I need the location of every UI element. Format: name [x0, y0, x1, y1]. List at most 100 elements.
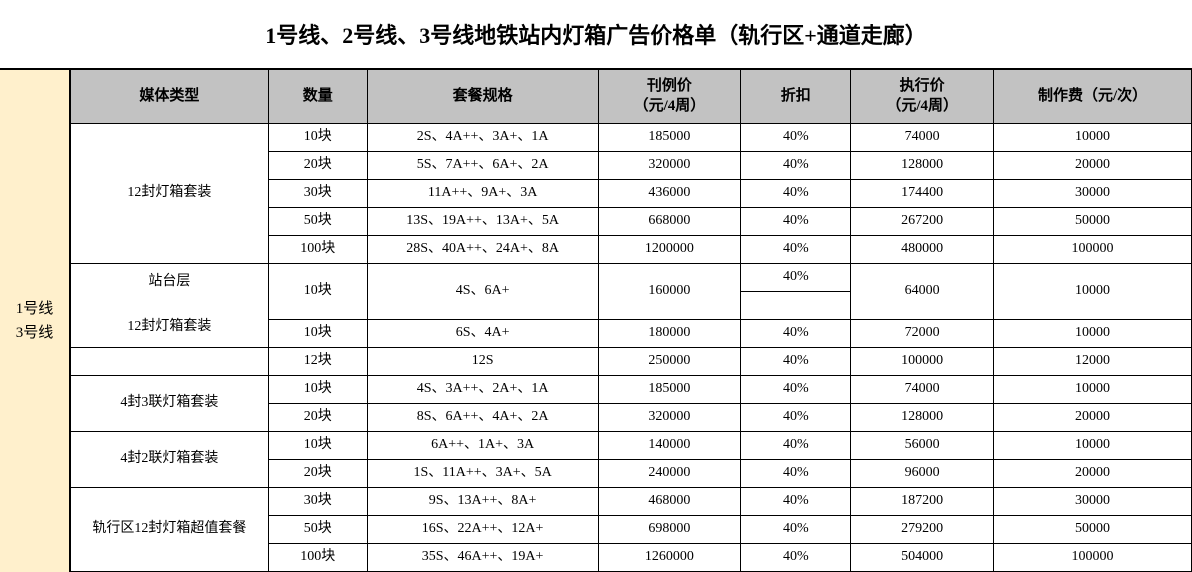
cell-exec: 279200 [851, 515, 994, 543]
cell-qty: 30块 [268, 487, 367, 515]
table-row: 站台层12封灯箱套装10块4S、6A+16000040%6400010000 [71, 263, 1192, 291]
cell-exec: 74000 [851, 375, 994, 403]
cell-exec: 480000 [851, 235, 994, 263]
cell-spec: 6A++、1A+、3A [367, 431, 598, 459]
cell-list: 140000 [598, 431, 741, 459]
cell-disc: 40% [741, 515, 851, 543]
cell-qty: 100块 [268, 543, 367, 571]
th-qty: 数量 [268, 70, 367, 123]
cell-disc: 40% [741, 207, 851, 235]
cell-spec: 12S [367, 347, 598, 375]
cell-qty: 30块 [268, 179, 367, 207]
page-title: 1号线、2号线、3号线地铁站内灯箱广告价格单（轨行区+通道走廊） [0, 0, 1192, 68]
table-row: 12块12S25000040%10000012000 [71, 347, 1192, 375]
cell-fee: 10000 [994, 319, 1192, 347]
cell-exec: 128000 [851, 403, 994, 431]
cell-spec: 2S、4A++、3A+、1A [367, 123, 598, 151]
cell-list: 185000 [598, 375, 741, 403]
cell-fee: 50000 [994, 207, 1192, 235]
cell-fee: 30000 [994, 487, 1192, 515]
cell-spec: 9S、13A++、8A+ [367, 487, 598, 515]
table-row: 4封2联灯箱套装10块6A++、1A+、3A14000040%560001000… [71, 431, 1192, 459]
cell-list: 185000 [598, 123, 741, 151]
cell-fee: 30000 [994, 179, 1192, 207]
cell-spec: 8S、6A++、4A+、2A [367, 403, 598, 431]
cell-qty: 100块 [268, 235, 367, 263]
cell-spec: 35S、46A++、19A+ [367, 543, 598, 571]
cell-qty: 10块 [268, 375, 367, 403]
cell-exec: 64000 [851, 263, 994, 319]
cell-disc [741, 291, 851, 319]
cell-media [71, 347, 269, 375]
table-row: 轨行区12封灯箱超值套餐30块9S、13A++、8A+46800040%1872… [71, 487, 1192, 515]
side-line2: 3号线 [16, 321, 54, 345]
cell-media: 4封3联灯箱套装 [71, 375, 269, 431]
cell-media: 站台层12封灯箱套装 [71, 263, 269, 347]
side-line1: 1号线 [16, 297, 54, 321]
cell-spec: 28S、40A++、24A+、8A [367, 235, 598, 263]
cell-disc: 40% [741, 123, 851, 151]
cell-spec: 1S、11A++、3A+、5A [367, 459, 598, 487]
cell-list: 180000 [598, 319, 741, 347]
cell-exec: 187200 [851, 487, 994, 515]
cell-qty: 10块 [268, 263, 367, 319]
cell-spec: 5S、7A++、6A+、2A [367, 151, 598, 179]
cell-fee: 20000 [994, 459, 1192, 487]
cell-disc: 40% [741, 319, 851, 347]
th-disc: 折扣 [741, 70, 851, 123]
cell-list: 668000 [598, 207, 741, 235]
cell-disc: 40% [741, 543, 851, 571]
cell-fee: 20000 [994, 403, 1192, 431]
cell-list: 468000 [598, 487, 741, 515]
cell-list: 160000 [598, 263, 741, 319]
cell-disc: 40% [741, 179, 851, 207]
cell-exec: 74000 [851, 123, 994, 151]
cell-media: 12封灯箱套装 [71, 123, 269, 263]
side-label: 1号线 3号线 [0, 70, 70, 572]
cell-exec: 100000 [851, 347, 994, 375]
cell-exec: 96000 [851, 459, 994, 487]
cell-disc: 40% [741, 403, 851, 431]
cell-fee: 12000 [994, 347, 1192, 375]
cell-fee: 100000 [994, 235, 1192, 263]
cell-list: 1200000 [598, 235, 741, 263]
cell-fee: 10000 [994, 263, 1192, 319]
th-spec: 套餐规格 [367, 70, 598, 123]
th-fee: 制作费（元/次） [994, 70, 1192, 123]
cell-disc: 40% [741, 347, 851, 375]
cell-spec: 4S、6A+ [367, 263, 598, 319]
cell-exec: 128000 [851, 151, 994, 179]
cell-qty: 10块 [268, 319, 367, 347]
cell-qty: 20块 [268, 459, 367, 487]
cell-qty: 50块 [268, 207, 367, 235]
cell-spec: 4S、3A++、2A+、1A [367, 375, 598, 403]
cell-disc: 40% [741, 431, 851, 459]
cell-disc: 40% [741, 263, 851, 291]
cell-disc: 40% [741, 487, 851, 515]
cell-fee: 20000 [994, 151, 1192, 179]
th-exec: 执行价（元/4周） [851, 70, 994, 123]
cell-disc: 40% [741, 459, 851, 487]
cell-fee: 50000 [994, 515, 1192, 543]
cell-exec: 267200 [851, 207, 994, 235]
cell-exec: 174400 [851, 179, 994, 207]
cell-list: 240000 [598, 459, 741, 487]
cell-list: 250000 [598, 347, 741, 375]
cell-media: 4封2联灯箱套装 [71, 431, 269, 487]
cell-list: 698000 [598, 515, 741, 543]
cell-media: 轨行区12封灯箱超值套餐 [71, 487, 269, 571]
cell-list: 1260000 [598, 543, 741, 571]
cell-fee: 100000 [994, 543, 1192, 571]
cell-qty: 10块 [268, 431, 367, 459]
price-table: 媒体类型 数量 套餐规格 刊例价（元/4周） 折扣 执行价（元/4周） 制作费（… [70, 70, 1192, 572]
cell-fee: 10000 [994, 123, 1192, 151]
cell-disc: 40% [741, 235, 851, 263]
cell-exec: 56000 [851, 431, 994, 459]
cell-list: 320000 [598, 403, 741, 431]
table-row: 12封灯箱套装10块2S、4A++、3A+、1A18500040%7400010… [71, 123, 1192, 151]
cell-exec: 72000 [851, 319, 994, 347]
cell-spec: 16S、22A++、12A+ [367, 515, 598, 543]
th-media: 媒体类型 [71, 70, 269, 123]
cell-spec: 6S、4A+ [367, 319, 598, 347]
cell-list: 320000 [598, 151, 741, 179]
